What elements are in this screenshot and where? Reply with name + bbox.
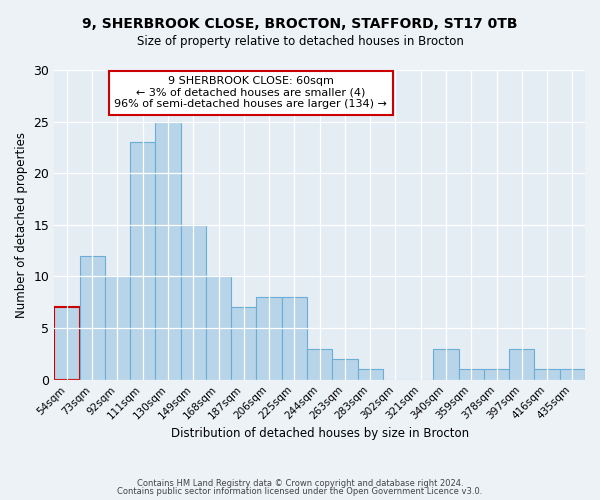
Bar [130, 142, 155, 380]
Bar [231, 308, 256, 380]
Bar [535, 370, 560, 380]
Text: Size of property relative to detached houses in Brocton: Size of property relative to detached ho… [137, 35, 463, 48]
Bar [358, 370, 383, 380]
Bar [105, 276, 130, 380]
Bar [332, 359, 358, 380]
Text: 9, SHERBROOK CLOSE, BROCTON, STAFFORD, ST17 0TB: 9, SHERBROOK CLOSE, BROCTON, STAFFORD, S… [82, 18, 518, 32]
Bar [509, 349, 535, 380]
Text: Contains public sector information licensed under the Open Government Licence v3: Contains public sector information licen… [118, 487, 482, 496]
Bar [282, 297, 307, 380]
Bar [560, 370, 585, 380]
Bar [484, 370, 509, 380]
Y-axis label: Number of detached properties: Number of detached properties [15, 132, 28, 318]
Bar [458, 370, 484, 380]
Bar [307, 349, 332, 380]
Bar [181, 225, 206, 380]
Bar [206, 276, 231, 380]
Text: Contains HM Land Registry data © Crown copyright and database right 2024.: Contains HM Land Registry data © Crown c… [137, 478, 463, 488]
Text: 9 SHERBROOK CLOSE: 60sqm
← 3% of detached houses are smaller (4)
96% of semi-det: 9 SHERBROOK CLOSE: 60sqm ← 3% of detache… [114, 76, 387, 110]
X-axis label: Distribution of detached houses by size in Brocton: Distribution of detached houses by size … [170, 427, 469, 440]
Bar [80, 256, 105, 380]
Bar [54, 308, 80, 380]
Bar [155, 122, 181, 380]
Bar [433, 349, 458, 380]
Bar [256, 297, 282, 380]
